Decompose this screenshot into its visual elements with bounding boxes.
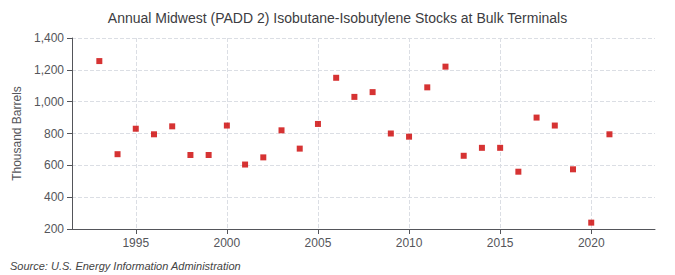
svg-text:200: 200 — [44, 222, 64, 236]
svg-text:600: 600 — [44, 158, 64, 172]
svg-text:1,200: 1,200 — [34, 63, 64, 77]
svg-text:400: 400 — [44, 190, 64, 204]
svg-text:2015: 2015 — [487, 236, 514, 250]
svg-text:2005: 2005 — [305, 236, 332, 250]
svg-text:2020: 2020 — [578, 236, 605, 250]
svg-text:1995: 1995 — [122, 236, 149, 250]
svg-text:2000: 2000 — [214, 236, 241, 250]
svg-text:800: 800 — [44, 127, 64, 141]
svg-text:Source: U.S. Energy Informatio: Source: U.S. Energy Information Administ… — [10, 260, 241, 272]
svg-text:Thousand Barrels: Thousand Barrels — [10, 86, 24, 181]
svg-text:Annual Midwest (PADD 2) Isobut: Annual Midwest (PADD 2) Isobutane-Isobut… — [108, 10, 567, 26]
svg-text:1,000: 1,000 — [34, 95, 64, 109]
svg-text:2010: 2010 — [396, 236, 423, 250]
svg-text:1,400: 1,400 — [34, 31, 64, 45]
